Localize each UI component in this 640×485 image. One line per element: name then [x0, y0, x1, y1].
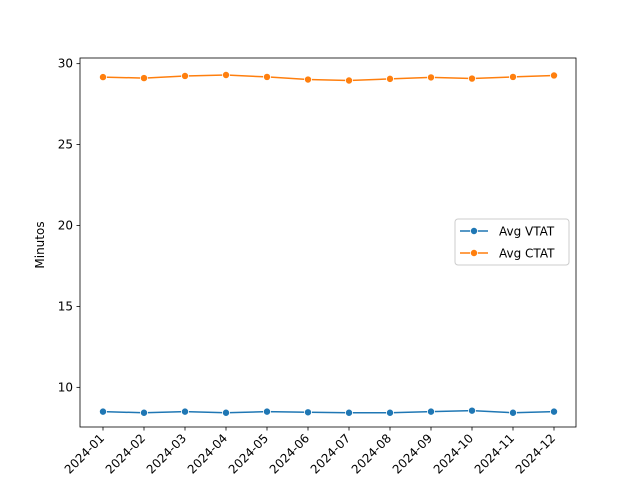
legend-marker-1 [469, 248, 478, 257]
data-point [262, 407, 271, 416]
data-point [467, 74, 476, 83]
data-point [426, 73, 435, 82]
data-point [385, 74, 394, 83]
legend-marker-0 [469, 226, 478, 235]
series-line-0 [102, 409, 555, 414]
data-point [508, 72, 517, 81]
plot-area [99, 70, 559, 417]
y-tick-label: 10 [58, 380, 73, 394]
data-point [550, 71, 559, 80]
data-point [262, 72, 271, 81]
axes-frame [79, 57, 577, 428]
data-point [139, 74, 148, 83]
data-point [467, 406, 476, 415]
data-point [426, 407, 435, 416]
legend: Avg VTAT Avg CTAT [454, 218, 570, 266]
y-tick-label: 25 [58, 138, 73, 152]
data-point [221, 408, 230, 417]
legend-label-0: Avg VTAT [499, 225, 555, 239]
data-point [180, 407, 189, 416]
data-point [344, 76, 353, 85]
data-point [303, 75, 312, 84]
y-tick-label: 15 [58, 299, 73, 313]
data-point [303, 408, 312, 417]
data-point [180, 71, 189, 80]
series-line-1 [102, 74, 555, 82]
data-point [221, 70, 230, 79]
data-point [344, 408, 353, 417]
data-point [385, 408, 394, 417]
y-axis-label: Minutos [33, 221, 47, 268]
data-point [550, 407, 559, 416]
y-tick-label: 30 [58, 57, 73, 71]
y-tick-label: 20 [58, 219, 73, 233]
legend-label-1: Avg CTAT [499, 247, 555, 261]
data-point [508, 408, 517, 417]
data-point [139, 408, 148, 417]
data-point [99, 73, 108, 82]
data-point [99, 407, 108, 416]
